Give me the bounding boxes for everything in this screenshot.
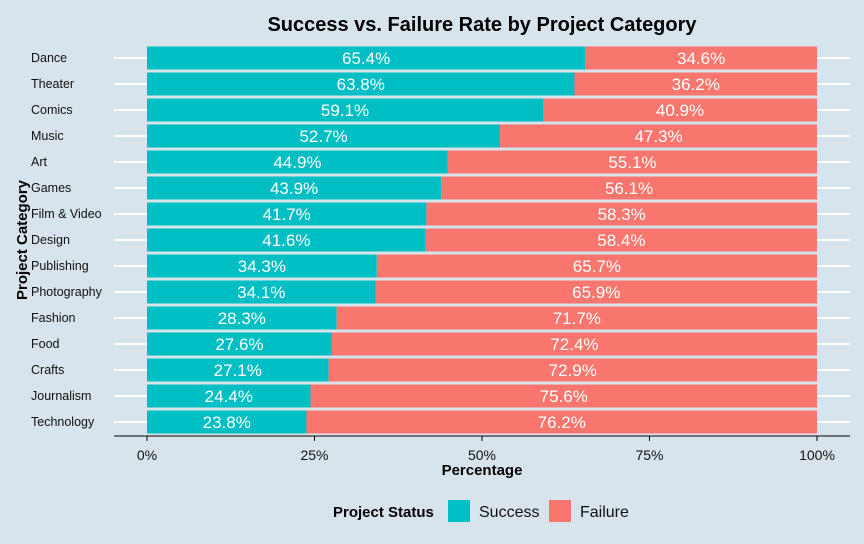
- category-label: Film & Video: [31, 207, 102, 221]
- bar-value-label: 65.4%: [342, 49, 390, 68]
- category-label: Photography: [31, 285, 103, 299]
- bar-value-label: 75.6%: [540, 387, 588, 406]
- bar-value-label: 43.9%: [270, 179, 318, 198]
- bar-failure: [426, 202, 817, 226]
- bar-failure: [500, 124, 817, 148]
- bar-failure: [542, 98, 817, 122]
- bar-failure: [425, 228, 817, 252]
- bar-success: [147, 358, 329, 382]
- category-label: Art: [31, 155, 48, 169]
- y-axis-label: Project Category: [14, 179, 31, 300]
- bar-success: [147, 306, 337, 330]
- category-label: Design: [31, 233, 70, 247]
- x-axis-label: Percentage: [442, 462, 523, 479]
- bar-success: [147, 98, 543, 122]
- x-ticks: 0% 25% 50% 75% 100%: [137, 436, 835, 463]
- bar-success: [147, 228, 426, 252]
- bar-failure: [574, 72, 817, 96]
- category-label: Comics: [31, 103, 73, 117]
- bar-success: [147, 72, 575, 96]
- bar-value-label: 41.6%: [262, 231, 310, 250]
- legend-title: Project Status: [333, 504, 434, 521]
- bar-value-label: 56.1%: [605, 179, 653, 198]
- bar-value-label: 72.4%: [550, 335, 598, 354]
- x-tick-label: 50%: [468, 447, 496, 463]
- bar-value-label: 24.4%: [205, 387, 253, 406]
- category-label: Technology: [31, 415, 95, 429]
- legend: Project Status Success Failure: [333, 500, 629, 522]
- bar-success: [147, 46, 586, 70]
- bar-success: [147, 202, 427, 226]
- bar-success: [147, 176, 442, 200]
- x-tick-label: 100%: [799, 447, 835, 463]
- bar-value-label: 59.1%: [321, 101, 369, 120]
- bar-value-label: 58.3%: [598, 205, 646, 224]
- category-labels: Dance Theater Comics Music Art Games Film & Vi…: [31, 51, 103, 429]
- category-label: Journalism: [31, 389, 91, 403]
- bar-failure: [447, 150, 817, 174]
- category-label: Music: [31, 129, 64, 143]
- bar-value-label: 27.1%: [214, 361, 262, 380]
- bar-value-label: 34.6%: [677, 49, 725, 68]
- bar-success: [147, 410, 307, 434]
- x-tick-label: 0%: [137, 447, 157, 463]
- bar-success: [147, 384, 311, 408]
- category-label: Dance: [31, 51, 67, 65]
- category-label: Games: [31, 181, 71, 195]
- category-label: Theater: [31, 77, 74, 91]
- bar-success: [147, 332, 332, 356]
- bars: 65.4% 34.6% 63.8% 36.2% 59.1% 40.9% 52.7% 47.3%…: [147, 46, 817, 434]
- bar-failure: [376, 254, 817, 278]
- category-label: Fashion: [31, 311, 76, 325]
- legend-swatch-failure: [549, 500, 571, 522]
- bar-value-label: 71.7%: [553, 309, 601, 328]
- bar-failure: [310, 384, 817, 408]
- category-label: Food: [31, 337, 60, 351]
- bar-success: [147, 124, 501, 148]
- bar-failure: [441, 176, 817, 200]
- bar-value-label: 23.8%: [203, 413, 251, 432]
- bar-success: [147, 280, 376, 304]
- legend-label-failure: Failure: [580, 504, 629, 521]
- x-tick-label: 75%: [635, 447, 663, 463]
- category-label: Crafts: [31, 363, 64, 377]
- legend-label-success: Success: [479, 504, 539, 521]
- bar-failure: [331, 332, 817, 356]
- category-label: Publishing: [31, 259, 89, 273]
- bar-value-label: 34.3%: [238, 257, 286, 276]
- x-tick-label: 25%: [300, 447, 328, 463]
- bar-value-label: 72.9%: [549, 361, 597, 380]
- bar-value-label: 55.1%: [608, 153, 656, 172]
- bar-value-label: 34.1%: [237, 283, 285, 302]
- bar-value-label: 65.9%: [572, 283, 620, 302]
- legend-swatch-success: [448, 500, 470, 522]
- bar-success: [147, 150, 448, 174]
- bar-value-label: 28.3%: [218, 309, 266, 328]
- bar-failure: [375, 280, 817, 304]
- bar-value-label: 40.9%: [656, 101, 704, 120]
- bar-success: [147, 254, 377, 278]
- bar-value-label: 47.3%: [634, 127, 682, 146]
- bar-value-label: 52.7%: [299, 127, 347, 146]
- bar-value-label: 76.2%: [538, 413, 586, 432]
- bar-failure: [585, 46, 817, 70]
- bar-value-label: 58.4%: [597, 231, 645, 250]
- bar-value-label: 36.2%: [672, 75, 720, 94]
- chart-title: Success vs. Failure Rate by Project Cate…: [267, 14, 697, 36]
- bar-value-label: 27.6%: [215, 335, 263, 354]
- bar-value-label: 65.7%: [573, 257, 621, 276]
- bar-value-label: 44.9%: [273, 153, 321, 172]
- bar-value-label: 41.7%: [263, 205, 311, 224]
- bar-failure: [306, 410, 817, 434]
- bar-failure: [336, 306, 817, 330]
- bar-failure: [328, 358, 817, 382]
- bar-value-label: 63.8%: [337, 75, 385, 94]
